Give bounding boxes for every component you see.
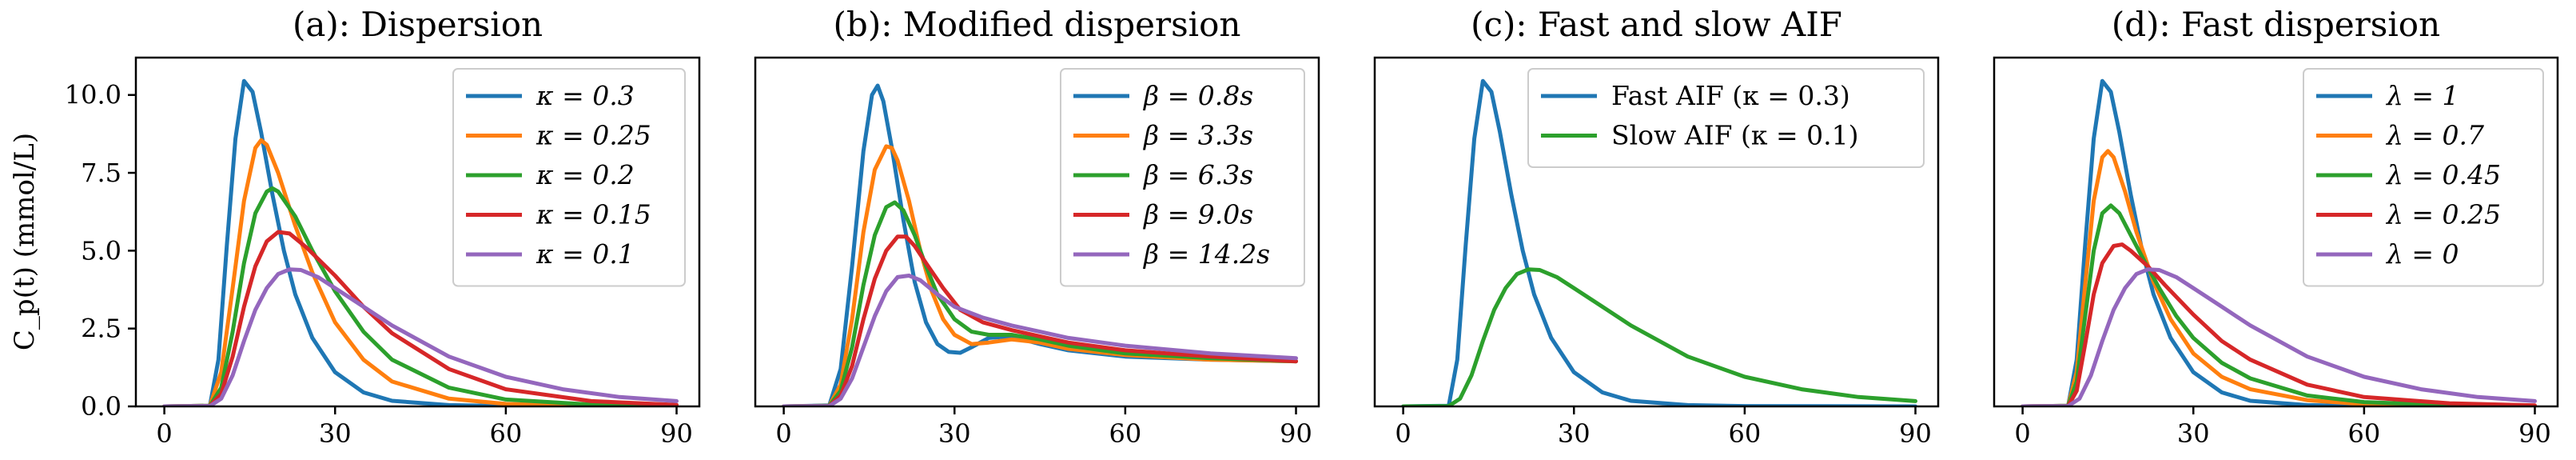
series-line-0-3 xyxy=(162,78,679,406)
legend-label-0-1: κ = 0.1 xyxy=(536,238,635,270)
y-tick-label: 7.5 xyxy=(81,158,121,188)
y-tick-label: 2.5 xyxy=(81,314,121,344)
y-axis-label: C_p(t) (mmol/L) xyxy=(9,133,41,350)
chart-title: (d): Fast dispersion xyxy=(2112,5,2440,44)
x-tick-label: 60 xyxy=(1109,418,1142,449)
chart-title: (b): Modified dispersion xyxy=(834,5,1241,44)
series-line-0-7 xyxy=(2021,149,2537,406)
y-tick-label: 5.0 xyxy=(81,235,121,266)
series-line-slow-aif-0-1 xyxy=(1401,267,1917,406)
x-tick-label: 90 xyxy=(2518,418,2551,449)
chart-panels: (a): Dispersion 0 30 60 90 0.0 2.5 5.0 7.5 10.0 κ … xyxy=(65,5,2559,449)
y-axis-label-text: C_p(t) (mmol/L) xyxy=(9,133,41,350)
x-tick-label: 0 xyxy=(2014,418,2030,449)
legend-label-fast-aif-0-3: Fast AIF (κ = 0.3) xyxy=(1611,80,1850,111)
legend-label-0-8s: β = 0.8s xyxy=(1142,80,1253,111)
y-tick-label: 0.0 xyxy=(81,391,121,422)
legend-label-6-3s: β = 6.3s xyxy=(1142,159,1253,190)
series-line-0-2 xyxy=(162,186,679,406)
legend-label-3-3s: β = 3.3s xyxy=(1142,120,1253,151)
series-line-0-45 xyxy=(2021,203,2537,406)
legend-label-0-25: λ = 0.25 xyxy=(2385,199,2501,230)
series-line-1 xyxy=(2021,78,2537,406)
legend-box xyxy=(1527,68,1925,168)
series-line-0 xyxy=(2021,267,2537,406)
plot-area xyxy=(1401,78,1917,406)
legend-label-0-3: κ = 0.3 xyxy=(536,80,635,111)
x-tick-label: 90 xyxy=(1899,418,1932,449)
legend-box xyxy=(452,68,686,287)
legend-box xyxy=(2303,68,2544,287)
x-tick-label: 90 xyxy=(1280,418,1312,449)
legend-label-slow-aif-0-1: Slow AIF (κ = 0.1) xyxy=(1611,120,1859,151)
plot-frame xyxy=(754,56,1320,408)
chart-title: (a): Dispersion xyxy=(293,5,543,44)
legend-label-1: λ = 1 xyxy=(2385,80,2459,111)
x-tick-label: 60 xyxy=(1729,418,1762,449)
series-line-9-0s xyxy=(782,234,1298,406)
series-line-0-25 xyxy=(2021,242,2537,406)
plot-frame xyxy=(134,56,701,408)
x-tick-label: 90 xyxy=(660,418,693,449)
chart-title: (c): Fast and slow AIF xyxy=(1471,5,1842,44)
legend-label-0: λ = 0 xyxy=(2385,238,2459,270)
x-tick-label: 30 xyxy=(2177,418,2210,449)
chart-panel-3: (c): Fast and slow AIF 0 30 60 90 Fast AIF (κ… xyxy=(1373,5,1940,449)
x-tick-label: 30 xyxy=(938,418,971,449)
x-tick-label: 30 xyxy=(1558,418,1591,449)
chart-panel-1: (a): Dispersion 0 30 60 90 0.0 2.5 5.0 7.5 10.0 κ … xyxy=(65,5,701,449)
series-line-fast-aif-0-3 xyxy=(1401,78,1917,406)
plot-area xyxy=(2021,78,2537,406)
x-tick-label: 60 xyxy=(490,418,523,449)
x-tick-label: 60 xyxy=(2348,418,2381,449)
plot-frame xyxy=(1373,56,1940,408)
plot-area xyxy=(782,83,1298,406)
plot-area xyxy=(162,78,679,406)
legend: Fast AIF (κ = 0.3) Slow AIF (κ = 0.1) xyxy=(1527,68,1925,168)
legend-label-14-2s: β = 14.2s xyxy=(1142,238,1270,270)
series-line-0-1 xyxy=(162,267,679,406)
legend-label-0-7: λ = 0.7 xyxy=(2385,120,2484,151)
legend-label-0-25: κ = 0.25 xyxy=(536,120,651,151)
legend-label-0-45: λ = 0.45 xyxy=(2385,159,2501,190)
legend: β = 0.8s β = 3.3s β = 6.3s β = 9.0s β = 14.2… xyxy=(1060,68,1305,287)
series-line-0-15 xyxy=(162,230,679,406)
legend: λ = 1 λ = 0.7 λ = 0.45 λ = 0.25 λ = 0 xyxy=(2303,68,2544,287)
legend-label-0-2: κ = 0.2 xyxy=(536,159,635,190)
series-line-0-25 xyxy=(162,138,679,406)
legend-box xyxy=(1060,68,1305,287)
x-tick-label: 0 xyxy=(156,418,172,449)
legend: κ = 0.3 κ = 0.25 κ = 0.2 κ = 0.15 κ = 0.1 xyxy=(452,68,686,287)
series-line-14-2s xyxy=(782,274,1298,406)
y-tick-label: 10.0 xyxy=(65,80,121,110)
x-tick-label: 0 xyxy=(775,418,791,449)
plot-frame xyxy=(1993,56,2559,408)
legend-label-0-15: κ = 0.15 xyxy=(536,199,651,230)
legend-label-9-0s: β = 9.0s xyxy=(1142,199,1253,230)
x-tick-label: 0 xyxy=(1395,418,1411,449)
x-tick-label: 30 xyxy=(319,418,352,449)
